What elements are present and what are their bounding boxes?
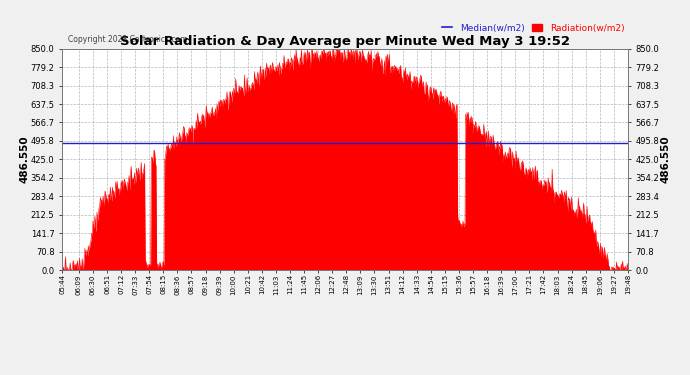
Y-axis label: 486.550: 486.550: [19, 136, 29, 183]
Y-axis label: 486.550: 486.550: [661, 136, 671, 183]
Title: Solar Radiation & Day Average per Minute Wed May 3 19:52: Solar Radiation & Day Average per Minute…: [120, 34, 570, 48]
Text: Copyright 2023 Cartronics.com: Copyright 2023 Cartronics.com: [68, 35, 187, 44]
Legend: Median(w/m2), Radiation(w/m2): Median(w/m2), Radiation(w/m2): [438, 20, 628, 36]
